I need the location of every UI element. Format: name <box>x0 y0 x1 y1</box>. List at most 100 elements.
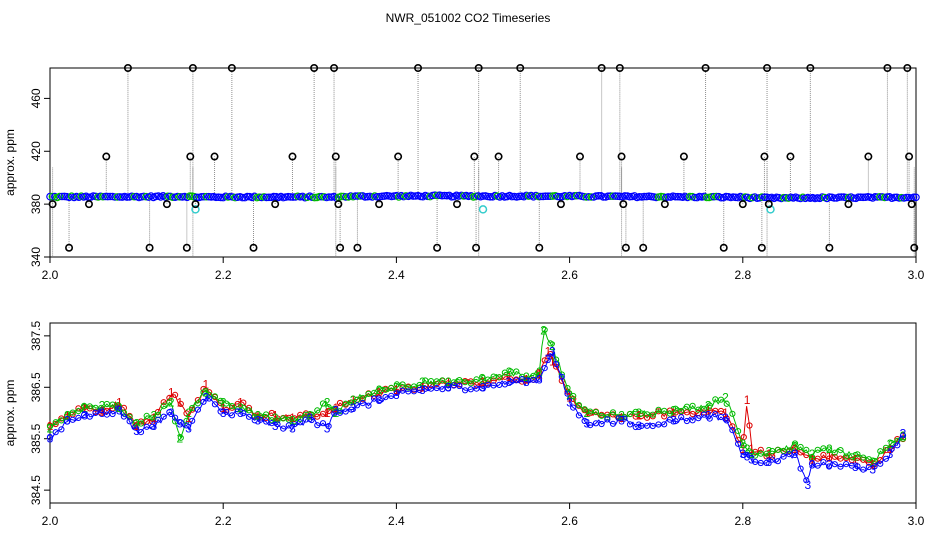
series-point-3 <box>382 394 389 401</box>
series-marker-3: 3 <box>765 455 772 469</box>
series-point-2 <box>882 444 890 451</box>
series-point-2 <box>211 393 218 400</box>
series-point-3 <box>154 416 162 423</box>
series-point-2 <box>672 405 679 412</box>
y-tick-label: 420 <box>29 141 43 161</box>
series-point-3 <box>69 416 76 423</box>
series-marker-1: 1 <box>376 385 383 399</box>
outlier-point <box>701 64 710 73</box>
series-marker-1: 1 <box>480 375 487 389</box>
series-point-2 <box>541 326 548 333</box>
series-point-3 <box>746 452 753 459</box>
series-point-2 <box>877 448 884 455</box>
sample-point <box>837 193 846 201</box>
sample-point <box>113 193 122 201</box>
series-marker-3: 3 <box>289 421 296 435</box>
series-point-3 <box>695 415 702 422</box>
series-marker-2: 2 <box>549 339 556 353</box>
sample-point <box>103 192 112 201</box>
y-tick-label: 380 <box>29 194 43 214</box>
series-point-2 <box>786 447 793 454</box>
sample-point <box>55 192 64 201</box>
series-point-2 <box>399 381 406 388</box>
series-marker-2: 2 <box>739 437 746 451</box>
series-marker-2: 2 <box>636 406 643 420</box>
sample-point <box>902 193 911 202</box>
series-point-3 <box>143 423 150 430</box>
series-point-3 <box>507 378 514 385</box>
series-point-3 <box>183 422 190 429</box>
series-marker-1: 1 <box>765 447 772 461</box>
series-point-3 <box>433 384 440 392</box>
outlier-point <box>414 64 423 73</box>
outlier-point <box>330 64 339 73</box>
series-point-3 <box>820 459 827 466</box>
series-marker-1: 1 <box>306 409 313 423</box>
sample-point <box>686 192 694 201</box>
series-marker-2: 2 <box>748 447 755 461</box>
series-point-3 <box>558 373 565 380</box>
sample-point <box>830 194 839 202</box>
series-point-2 <box>75 408 82 415</box>
series-point-1 <box>644 414 651 421</box>
sample-point <box>876 193 884 201</box>
series-point-3 <box>354 402 361 409</box>
series-point-3 <box>206 395 213 402</box>
series-marker-1: 1 <box>722 406 729 420</box>
series-marker-1: 1 <box>220 401 227 415</box>
series-point-3 <box>598 420 605 428</box>
series-point-2 <box>501 369 508 376</box>
series-point-2 <box>752 452 759 459</box>
series-marker-3: 3 <box>47 432 54 446</box>
series-point-3 <box>302 416 309 423</box>
outlier-point <box>679 152 688 161</box>
y-tick-label: 386.5 <box>29 372 43 402</box>
sample-point <box>205 192 213 201</box>
series-point-3 <box>757 459 764 467</box>
series-point-2 <box>388 384 395 391</box>
series-point-3 <box>854 463 861 470</box>
series-marker-2: 2 <box>177 432 184 446</box>
series-point-3 <box>92 409 99 416</box>
series-marker-1: 1 <box>168 385 175 399</box>
series-marker-3: 3 <box>237 406 244 420</box>
series-point-2 <box>46 423 54 430</box>
outlier-point <box>617 152 626 161</box>
series-point-3 <box>553 361 560 368</box>
sample-point <box>556 193 564 201</box>
series-point-1 <box>752 448 759 455</box>
series-point-3 <box>689 417 696 424</box>
series-point-2 <box>427 378 435 385</box>
series-point-1 <box>831 453 838 460</box>
series-point-2 <box>143 412 150 419</box>
series-marker-3: 3 <box>748 452 755 466</box>
series-point-2 <box>422 377 429 384</box>
sample-point <box>243 192 252 201</box>
series-point-3 <box>149 423 156 430</box>
series-point-2 <box>860 454 867 461</box>
series-point-2 <box>655 406 662 413</box>
series-marker-3: 3 <box>739 447 746 461</box>
series-point-2 <box>678 407 685 415</box>
series-marker-1: 1 <box>549 355 556 369</box>
series-point-3 <box>843 461 850 468</box>
sample-point <box>214 193 223 202</box>
sample-point <box>217 193 225 202</box>
series-marker-3: 3 <box>887 447 894 461</box>
series-point-3 <box>263 418 270 425</box>
series-point-3 <box>774 458 782 465</box>
series-point-2 <box>376 386 383 393</box>
series-marker-2: 2 <box>506 365 513 379</box>
series-point-3 <box>501 381 508 388</box>
sample-point <box>674 192 682 201</box>
sample-point <box>289 193 297 201</box>
series-marker-1: 1 <box>254 409 261 423</box>
series-marker-2: 2 <box>887 437 894 451</box>
outlier-point <box>864 152 873 161</box>
series-point-2 <box>69 409 76 416</box>
series-point-3 <box>621 415 628 422</box>
outlier-point <box>453 200 462 209</box>
series-point-3 <box>826 463 833 470</box>
sample-point <box>315 192 324 201</box>
series-point-3 <box>581 417 588 424</box>
